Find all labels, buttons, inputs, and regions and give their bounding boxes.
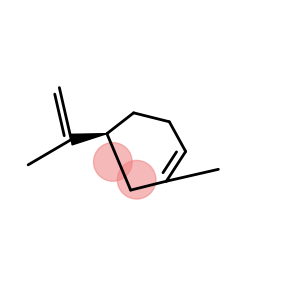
Circle shape [94,142,132,181]
Circle shape [117,160,156,199]
Polygon shape [70,134,107,145]
